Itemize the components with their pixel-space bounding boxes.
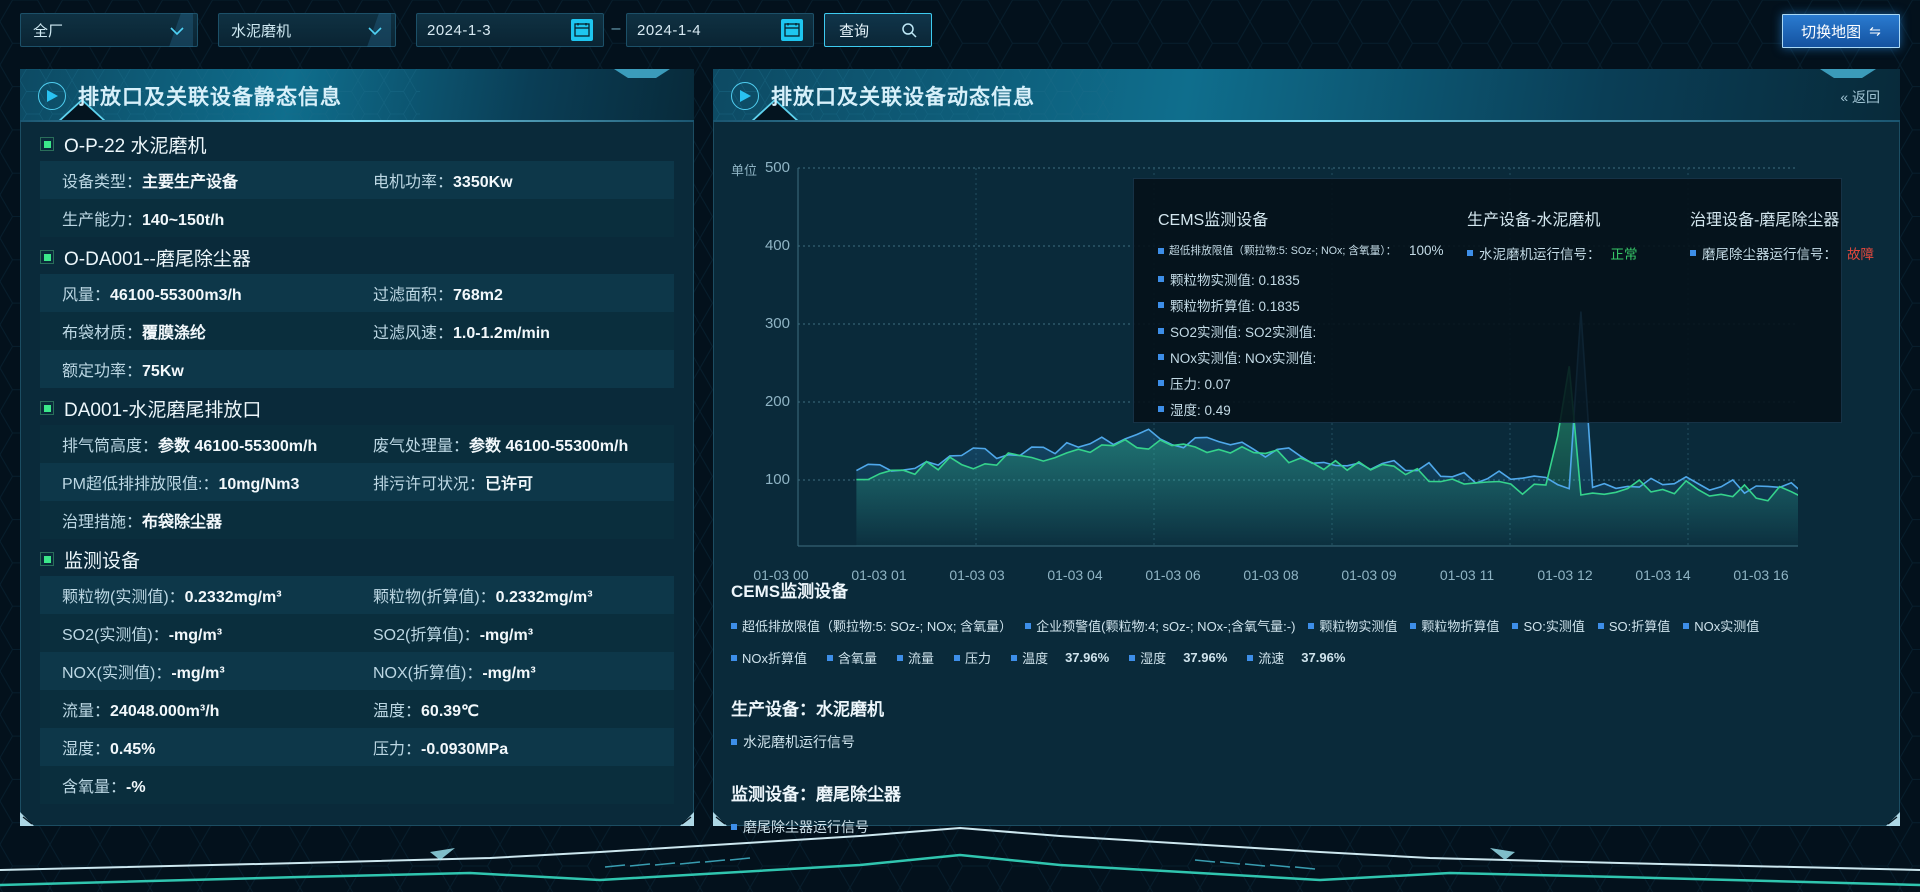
svg-text:100: 100 (765, 471, 790, 488)
svg-text:200: 200 (765, 393, 790, 410)
svg-text:300: 300 (765, 315, 790, 332)
svg-text:400: 400 (765, 237, 790, 254)
svg-text:500: 500 (765, 160, 790, 176)
